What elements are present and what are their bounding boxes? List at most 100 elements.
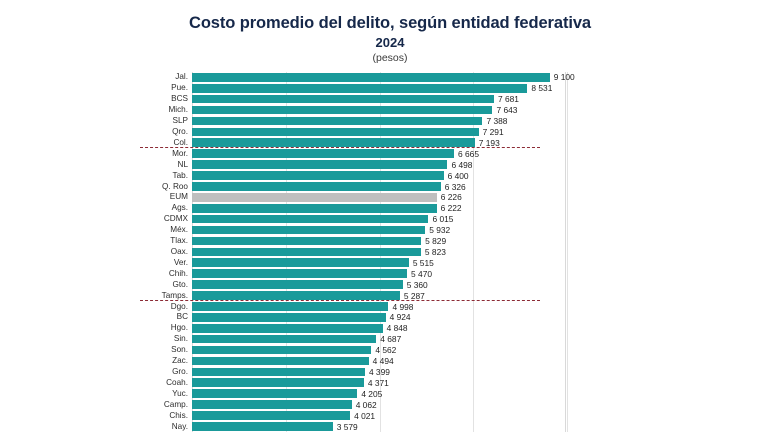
bar-value-label: 8 531 [531,83,553,94]
bar-row[interactable]: Mor. 6 665 [0,148,768,159]
bar[interactable] [192,291,400,300]
bar-row[interactable]: Dgo. 4 998 [0,301,768,312]
category-label: Nay. [171,421,188,431]
bar-row[interactable]: NL 6 498 [0,159,768,170]
bar[interactable] [192,367,365,377]
bar[interactable] [192,313,386,322]
bar-row[interactable]: Tab. 6 400 [0,170,768,181]
bar-rows: Jal. 9 100 Pue. 8 531 BCS 7 681 Mich. 7 643 SLP 7… [0,72,768,432]
bar[interactable] [192,116,483,126]
bar[interactable] [192,389,358,398]
chart-header: Costo promedio del delito, según entidad… [110,14,670,65]
category-label: Tamps. [161,290,188,300]
bar-row[interactable]: Mich. 7 643 [0,105,768,116]
bar[interactable] [192,378,364,388]
bar-row[interactable]: Zac. 4 494 [0,356,768,367]
bar-highlighted[interactable] [192,193,437,202]
bar-value-label: 6 326 [444,181,466,192]
bar-row[interactable]: Oax. 5 823 [0,247,768,258]
bar[interactable] [192,269,408,278]
bar[interactable] [192,356,369,366]
bar[interactable] [192,400,352,409]
bar[interactable] [192,182,441,191]
bar[interactable] [192,94,494,104]
bar[interactable] [192,214,429,224]
bar[interactable] [192,225,426,235]
bar-value-label: 4 998 [392,301,414,312]
bar-value-label: 6 222 [440,203,462,214]
category-label: Chih. [168,268,188,278]
category-label: Son. [171,345,188,355]
bar-row[interactable]: Hgo. 4 848 [0,323,768,334]
bar-value-label: 5 515 [412,257,434,268]
category-label: Oax. [170,246,188,256]
bar[interactable] [192,236,422,246]
bar-row[interactable]: Gto. 5 360 [0,279,768,290]
bar-row[interactable]: Tlax. 5 829 [0,236,768,247]
bar-row[interactable]: Méx. 5 932 [0,225,768,236]
bar[interactable] [192,280,403,289]
category-label: BC [176,312,188,322]
bar-row[interactable]: Ver. 5 515 [0,257,768,268]
bar[interactable] [192,323,383,333]
bar-value-label: 6 015 [432,214,454,225]
bar-row[interactable]: Sin. 4 687 [0,334,768,345]
bar-row[interactable]: Chih. 5 470 [0,268,768,279]
bar[interactable] [192,411,351,420]
bar-row[interactable]: Camp. 4 062 [0,399,768,410]
bar[interactable] [192,258,409,268]
bar[interactable] [192,73,550,82]
bar-row[interactable]: BCS 7 681 [0,94,768,105]
bar-row[interactable]: Chis. 4 021 [0,410,768,421]
bar-value-label: 7 388 [486,115,508,126]
bar-row[interactable]: Nay. 3 579 [0,421,768,432]
bar-value-label: 6 498 [451,159,473,170]
category-label: Hgo. [170,323,188,333]
category-label: Yuc. [172,388,188,398]
chart-subtitle-year: 2024 [375,34,405,50]
bar[interactable] [192,345,372,355]
gridline-2 [473,72,474,432]
bar-row[interactable]: Q. Roo 6 326 [0,181,768,192]
category-label: Q. Roo [162,181,188,191]
bar-row[interactable]: Son. 4 562 [0,345,768,356]
bar[interactable] [192,171,444,180]
tier-separator-line [140,147,540,149]
bar[interactable] [192,127,479,137]
bar-row[interactable]: Coah. 4 371 [0,377,768,388]
bar-row[interactable]: Yuc. 4 205 [0,388,768,399]
category-label: Sin. [173,334,188,344]
bar-row[interactable]: Ags. 6 222 [0,203,768,214]
bar-value-label: 6 226 [440,192,462,203]
category-label: Jal. [175,72,188,82]
bar-value-label: 4 848 [386,323,408,334]
category-label: Tlax. [170,235,188,245]
bar-row[interactable]: CDMX 6 015 [0,214,768,225]
category-label: Tab. [172,170,188,180]
category-label: Ver. [173,257,188,267]
bar-row[interactable]: Pue. 8 531 [0,83,768,94]
bar[interactable] [192,203,437,213]
bar-row[interactable]: Gro. 4 399 [0,367,768,378]
bar[interactable] [192,105,493,115]
bar[interactable] [192,149,455,158]
bar-row[interactable]: Qro. 7 291 [0,127,768,138]
bar-row[interactable]: SLP 7 388 [0,116,768,127]
category-label: BCS [171,94,188,104]
bar-row[interactable]: EUM 6 226 [0,192,768,203]
bar-row[interactable]: Col. 7 193 [0,137,768,148]
bar[interactable] [192,83,528,93]
bar-value-label: 5 287 [403,290,425,301]
bar[interactable] [192,422,333,431]
bar[interactable] [192,160,448,169]
bar[interactable] [192,302,389,311]
bar[interactable] [192,138,475,148]
bar-value-label: 5 823 [424,246,446,257]
bar-value-label: 7 193 [478,137,500,148]
bar-row[interactable]: BC 4 924 [0,312,768,323]
bar[interactable] [192,334,377,344]
bar-row[interactable]: Jal. 9 100 [0,72,768,83]
bar-value-label: 4 371 [367,377,389,388]
bar[interactable] [192,247,421,257]
bar-row[interactable]: Tamps. 5 287 [0,290,768,301]
